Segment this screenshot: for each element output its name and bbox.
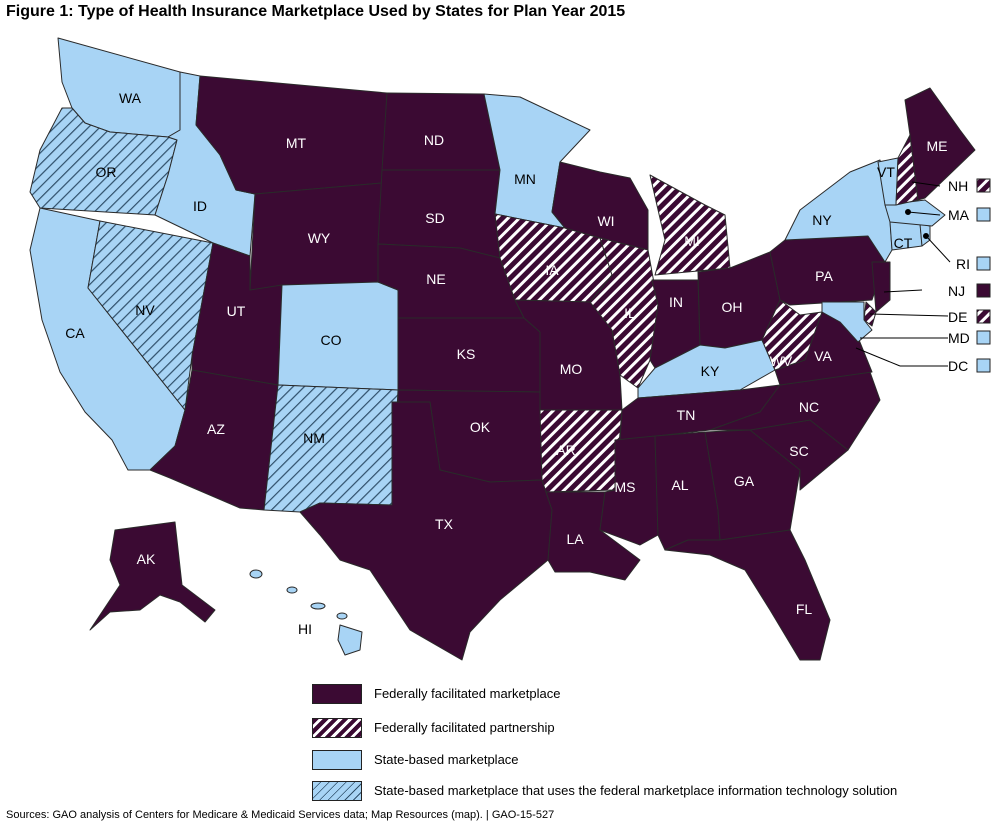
callout-label-ma: MA <box>948 207 970 223</box>
state-ak <box>89 521 216 631</box>
label-la: LA <box>566 531 584 547</box>
label-mi: MI <box>684 233 700 249</box>
label-wa: WA <box>119 90 142 106</box>
label-sc: SC <box>789 443 808 459</box>
figure-title: Figure 1: Type of Health Insurance Marke… <box>6 3 626 20</box>
callout-label-ri: RI <box>956 256 970 272</box>
state-ar <box>539 409 623 493</box>
state-hi <box>249 569 363 656</box>
label-ks: KS <box>457 346 476 362</box>
label-wi: WI <box>597 213 614 229</box>
callout-label-de: DE <box>948 309 967 325</box>
legend-swatch-state <box>312 750 362 770</box>
label-id: ID <box>193 198 207 214</box>
state-nm <box>263 384 399 513</box>
label-co: CO <box>321 332 342 348</box>
label-wv: WV <box>770 353 793 369</box>
label-il: IL <box>624 305 636 321</box>
label-va: VA <box>814 348 832 364</box>
state-nj <box>871 261 891 313</box>
label-nm: NM <box>303 430 325 446</box>
legend-swatch-federal <box>312 684 362 704</box>
callout-swatch-md <box>976 330 991 345</box>
label-ar: AR <box>556 442 575 458</box>
callout-swatch-ri <box>976 256 991 271</box>
state-tx <box>299 401 553 661</box>
callout-label-nj: NJ <box>948 283 965 299</box>
label-ak: AK <box>137 551 156 567</box>
legend-swatch-federal-partnership <box>312 718 362 738</box>
callout-label-md: MD <box>948 330 970 346</box>
legend-label-state: State-based marketplace <box>374 752 519 767</box>
label-ia: IA <box>545 262 559 278</box>
label-ky: KY <box>701 363 720 379</box>
label-nv: NV <box>135 302 155 318</box>
label-pa: PA <box>815 268 833 284</box>
label-ga: GA <box>734 473 755 489</box>
callout-label-dc: DC <box>948 358 968 374</box>
label-wy: WY <box>308 230 331 246</box>
state-nv <box>87 220 214 411</box>
callout-swatch-ma <box>976 207 991 222</box>
label-me: ME <box>927 138 948 154</box>
label-tx: TX <box>435 516 454 532</box>
label-vt: VT <box>877 164 895 180</box>
label-hi: HI <box>298 621 312 637</box>
label-fl: FL <box>796 601 813 617</box>
callout-swatch-de <box>976 309 991 324</box>
callout-swatch-dc <box>976 358 991 373</box>
label-or: OR <box>96 164 117 180</box>
label-mt: MT <box>286 135 307 151</box>
label-ne: NE <box>426 271 445 287</box>
state-me <box>904 87 976 201</box>
state-md <box>821 301 873 343</box>
label-sd: SD <box>425 210 444 226</box>
legend-label-federal-partnership: Federally facilitated partnership <box>374 720 555 735</box>
label-in: IN <box>669 294 683 310</box>
label-ca: CA <box>65 325 85 341</box>
legend-label-state-federal-it: State-based marketplace that uses the fe… <box>374 783 898 798</box>
callout-swatch-nj <box>976 283 991 298</box>
state-fl <box>664 529 831 661</box>
state-mi <box>649 174 731 276</box>
label-ms: MS <box>615 479 636 495</box>
state-il <box>589 237 659 389</box>
label-nd: ND <box>424 132 444 148</box>
label-mn: MN <box>514 171 536 187</box>
label-mo: MO <box>560 361 583 377</box>
callout-swatch-nh <box>976 178 991 193</box>
source-note: Sources: GAO analysis of Centers for Med… <box>6 809 555 821</box>
legend-swatch-state-federal-it <box>312 781 362 801</box>
label-al: AL <box>671 477 688 493</box>
label-az: AZ <box>207 421 225 437</box>
label-ok: OK <box>470 419 491 435</box>
label-tn: TN <box>677 407 696 423</box>
label-ut: UT <box>227 303 246 319</box>
label-oh: OH <box>722 299 743 315</box>
label-ct: CT <box>894 235 913 251</box>
legend-label-federal: Federally facilitated marketplace <box>374 686 561 701</box>
callout-label-nh: NH <box>948 178 968 194</box>
label-nc: NC <box>799 399 819 415</box>
label-ny: NY <box>812 212 832 228</box>
